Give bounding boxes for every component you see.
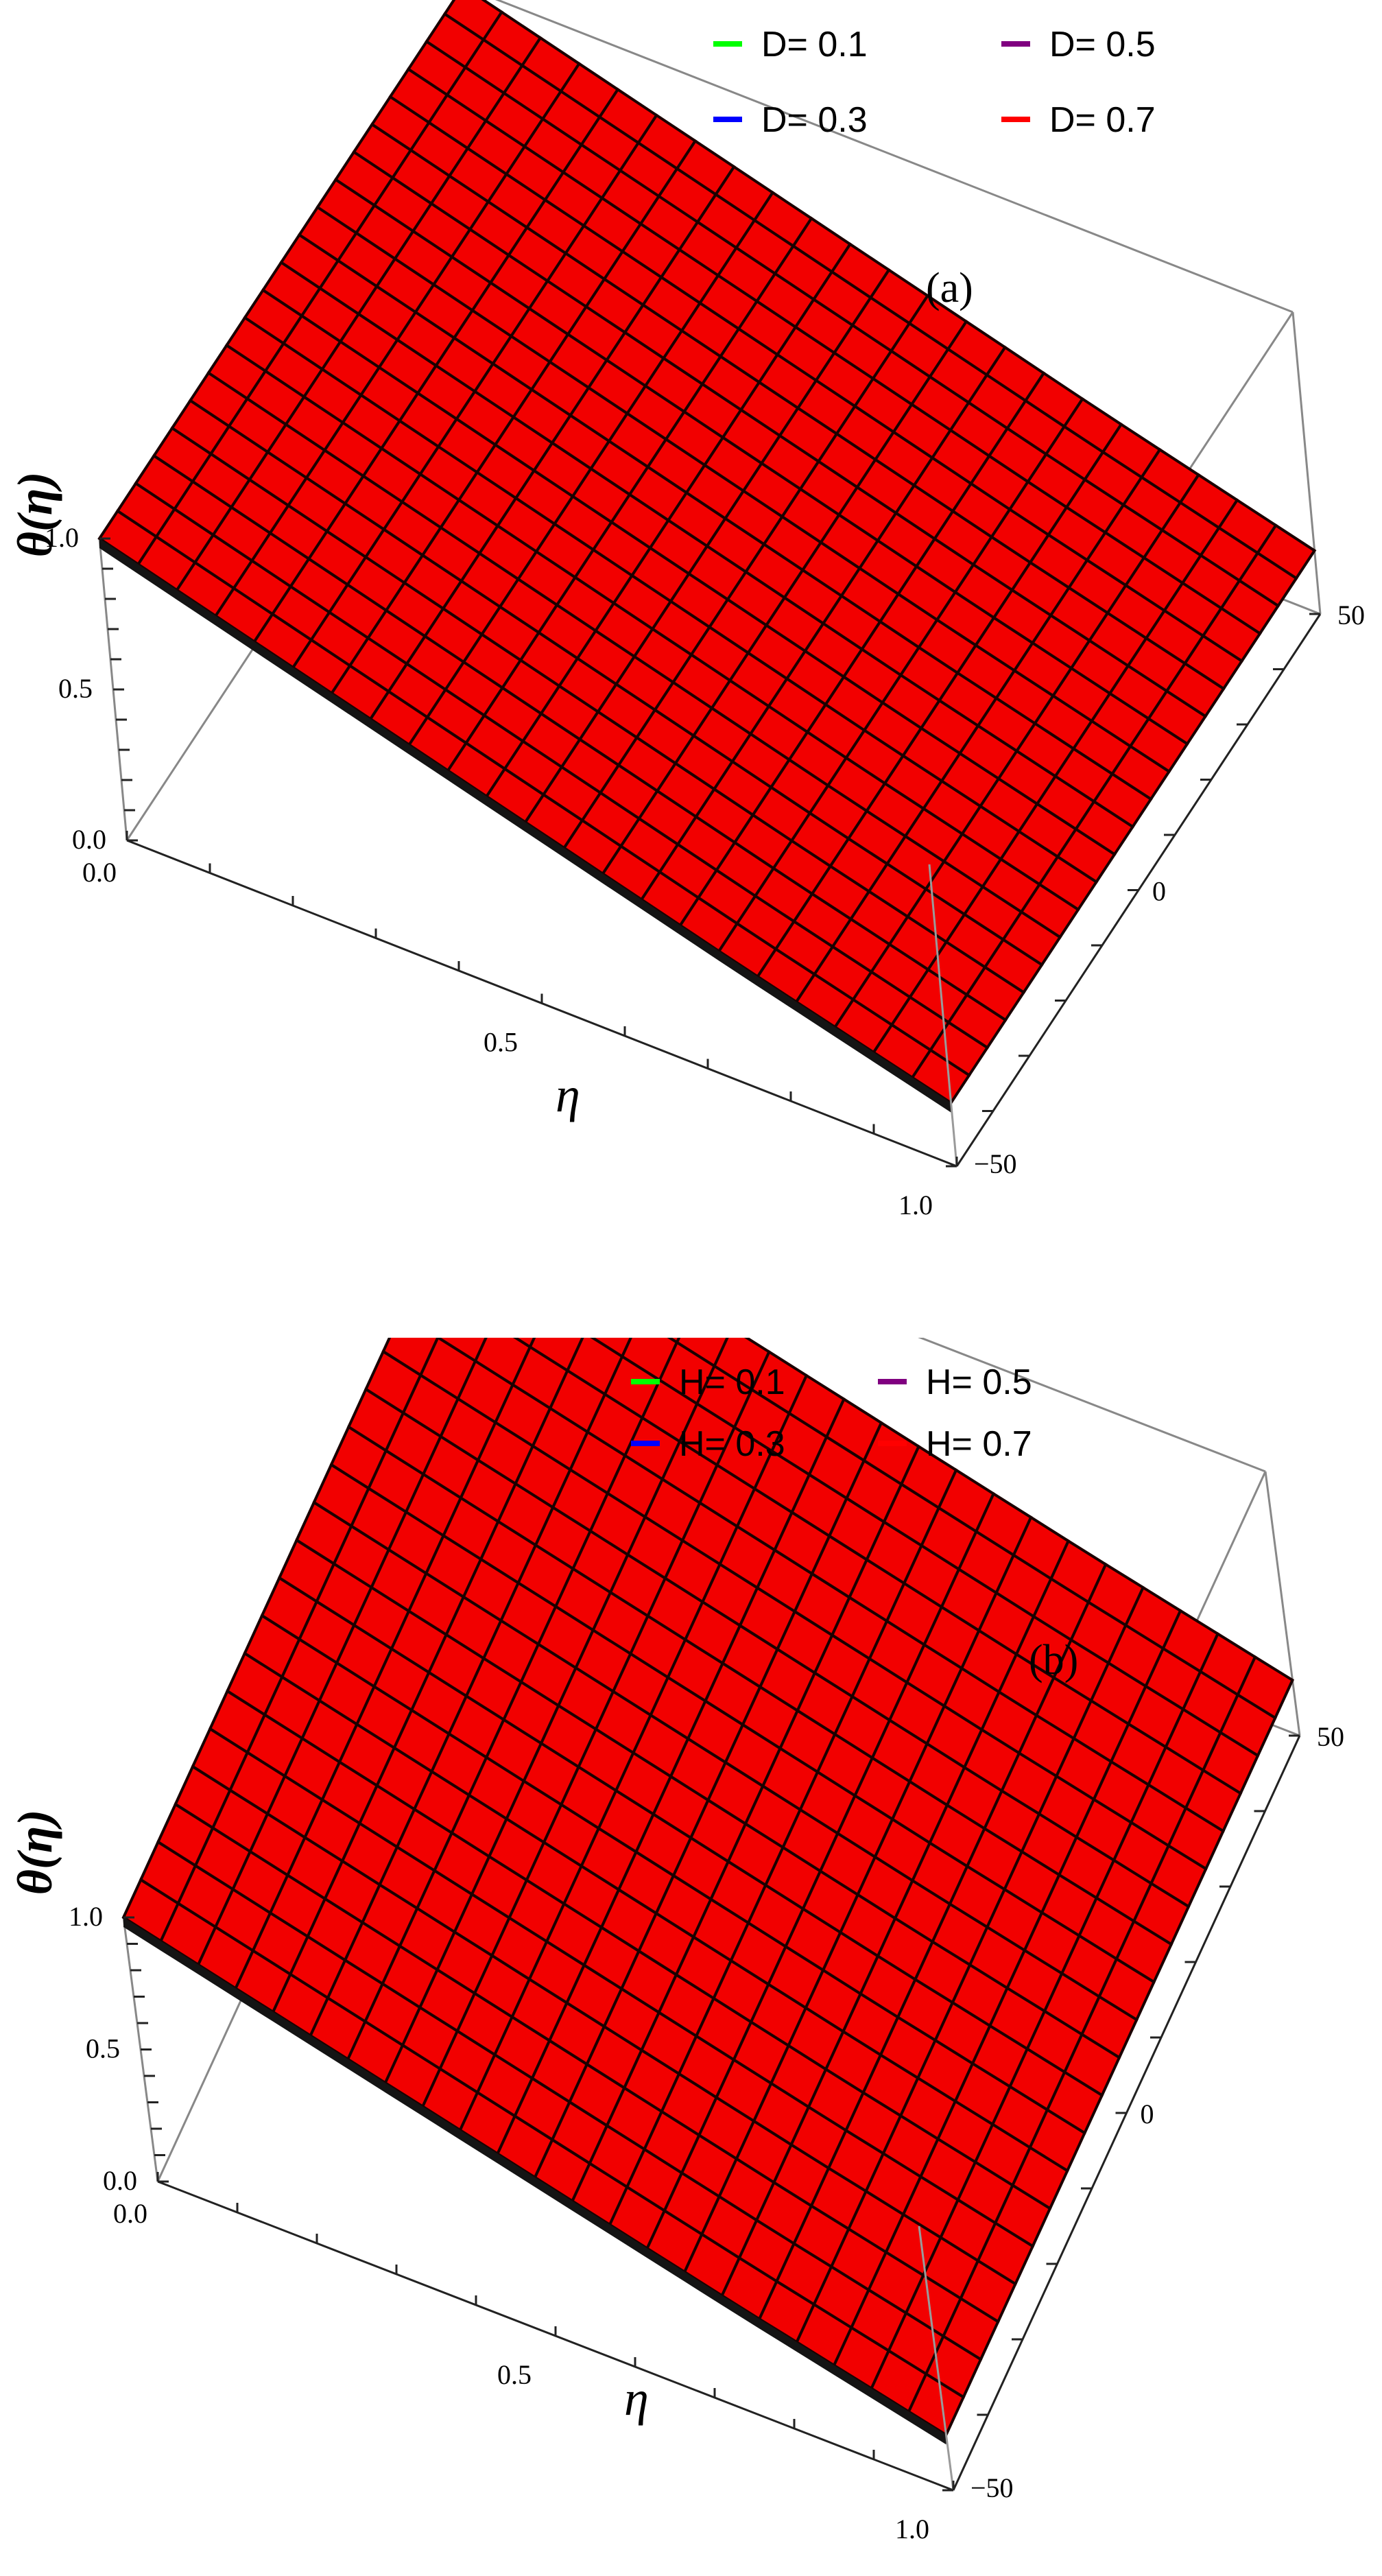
box-edge — [1291, 311, 1322, 615]
x-tick-label: 0.0 — [113, 2198, 147, 2229]
z-tick-label: 0.5 — [58, 673, 93, 704]
y-tick-label: 50 — [1337, 600, 1365, 630]
legend-entry: H= 0.5 — [926, 1362, 1032, 1402]
x-tick-label: 1.0 — [898, 1190, 933, 1220]
axis-ticks — [123, 1734, 1300, 2492]
x-tick-label: 0.5 — [497, 2359, 532, 2390]
x-axis-label: η — [556, 1067, 580, 1122]
y-axis-label: θ(η) — [8, 472, 62, 558]
legend-entry: H= 0.7 — [926, 1424, 1032, 1464]
legend-swatch — [1001, 117, 1030, 122]
z-tick-label: 0.5 — [86, 2033, 120, 2064]
z-tick-label: 1.0 — [45, 522, 79, 553]
y-tick-label: 0 — [1141, 2099, 1154, 2129]
x-axis-label: η — [624, 2371, 649, 2426]
surface-underside — [123, 1917, 946, 2445]
z-tick-label: 0.0 — [72, 824, 106, 855]
legend-entry: H= 0.1 — [679, 1362, 785, 1402]
legend: H= 0.1 H= 0.5 H= 0.3 H= 0.7 — [631, 1362, 1032, 1464]
surface-cell — [1236, 1655, 1295, 1720]
y-axis-label: θ(η) — [8, 1810, 62, 1895]
surface-plot-a: (a) η θ(η) 0.0 0.5 1.0 0.0 0.5 1.0 −50 0… — [8, 0, 1365, 1220]
chart-panel-b: (b) η θ(η) 0.0 0.5 1.0 0.0 0.5 1.0 −50 0… — [0, 1161, 1382, 2573]
axis-ticks — [99, 537, 1320, 1168]
legend-entry: D= 0.5 — [1049, 25, 1156, 64]
y-tick-label: −50 — [974, 1148, 1017, 1179]
z-tick-label: 0.0 — [103, 2165, 137, 2196]
z-tick-label: 1.0 — [69, 1901, 103, 1932]
legend-swatch — [878, 1379, 907, 1384]
legend-swatch — [631, 1379, 660, 1384]
box-edge — [495, 0, 1294, 314]
legend: D= 0.1 D= 0.5 D= 0.3 D= 0.7 — [713, 25, 1156, 140]
legend-entry: D= 0.3 — [761, 100, 868, 140]
surface-cell — [1255, 523, 1317, 580]
box-edge — [918, 2225, 955, 2491]
panel-label: (b) — [1029, 1637, 1078, 1683]
surface-underside — [99, 539, 951, 1113]
surface-plot-b: (b) η θ(η) 0.0 0.5 1.0 0.0 0.5 1.0 −50 0… — [8, 1161, 1344, 2544]
legend-entry: D= 0.7 — [1049, 100, 1156, 140]
surface-mesh — [97, 0, 1317, 1113]
legend-entry: H= 0.3 — [679, 1424, 785, 1464]
box-edge — [1264, 1471, 1301, 1736]
legend-swatch — [713, 117, 742, 122]
x-tick-label: 0.0 — [82, 857, 117, 888]
legend-swatch — [878, 1441, 907, 1446]
legend-swatch — [713, 41, 742, 47]
legend-swatch — [1001, 41, 1030, 47]
box-edge — [928, 864, 958, 1167]
legend-entry: D= 0.1 — [761, 25, 868, 64]
y-tick-label: 50 — [1317, 1721, 1344, 1752]
panel-label: (a) — [926, 265, 973, 311]
y-tick-label: −50 — [970, 2472, 1014, 2503]
legend-swatch — [631, 1441, 660, 1446]
y-tick-label: 0 — [1152, 876, 1166, 907]
chart-panel-a: (a) η θ(η) 0.0 0.5 1.0 0.0 0.5 1.0 −50 0… — [0, 0, 1382, 1235]
x-tick-label: 0.5 — [484, 1027, 518, 1058]
x-tick-label: 1.0 — [895, 2514, 929, 2544]
surface-mesh — [121, 1161, 1295, 2445]
